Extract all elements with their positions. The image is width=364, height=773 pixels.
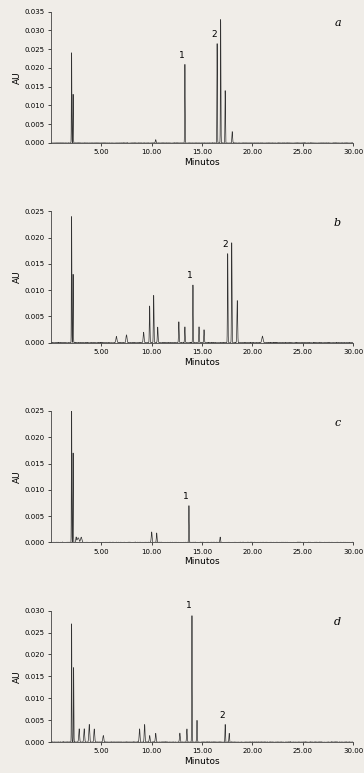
Text: 1: 1 bbox=[187, 271, 193, 281]
Text: 2: 2 bbox=[211, 30, 217, 39]
Text: b: b bbox=[334, 218, 341, 228]
Text: 2: 2 bbox=[219, 711, 225, 720]
Y-axis label: AU: AU bbox=[13, 271, 22, 283]
Text: 1: 1 bbox=[186, 601, 192, 611]
Text: d: d bbox=[334, 618, 341, 627]
X-axis label: Minutos: Minutos bbox=[184, 557, 220, 567]
Y-axis label: AU: AU bbox=[13, 71, 22, 83]
Text: 1: 1 bbox=[179, 50, 185, 60]
Text: 2: 2 bbox=[222, 240, 228, 249]
Text: a: a bbox=[335, 18, 341, 28]
X-axis label: Minutos: Minutos bbox=[184, 158, 220, 167]
X-axis label: Minutos: Minutos bbox=[184, 757, 220, 766]
X-axis label: Minutos: Minutos bbox=[184, 358, 220, 366]
Text: 1: 1 bbox=[183, 492, 189, 501]
Y-axis label: AU: AU bbox=[13, 471, 22, 483]
Y-axis label: AU: AU bbox=[13, 670, 22, 683]
Text: c: c bbox=[335, 417, 341, 427]
